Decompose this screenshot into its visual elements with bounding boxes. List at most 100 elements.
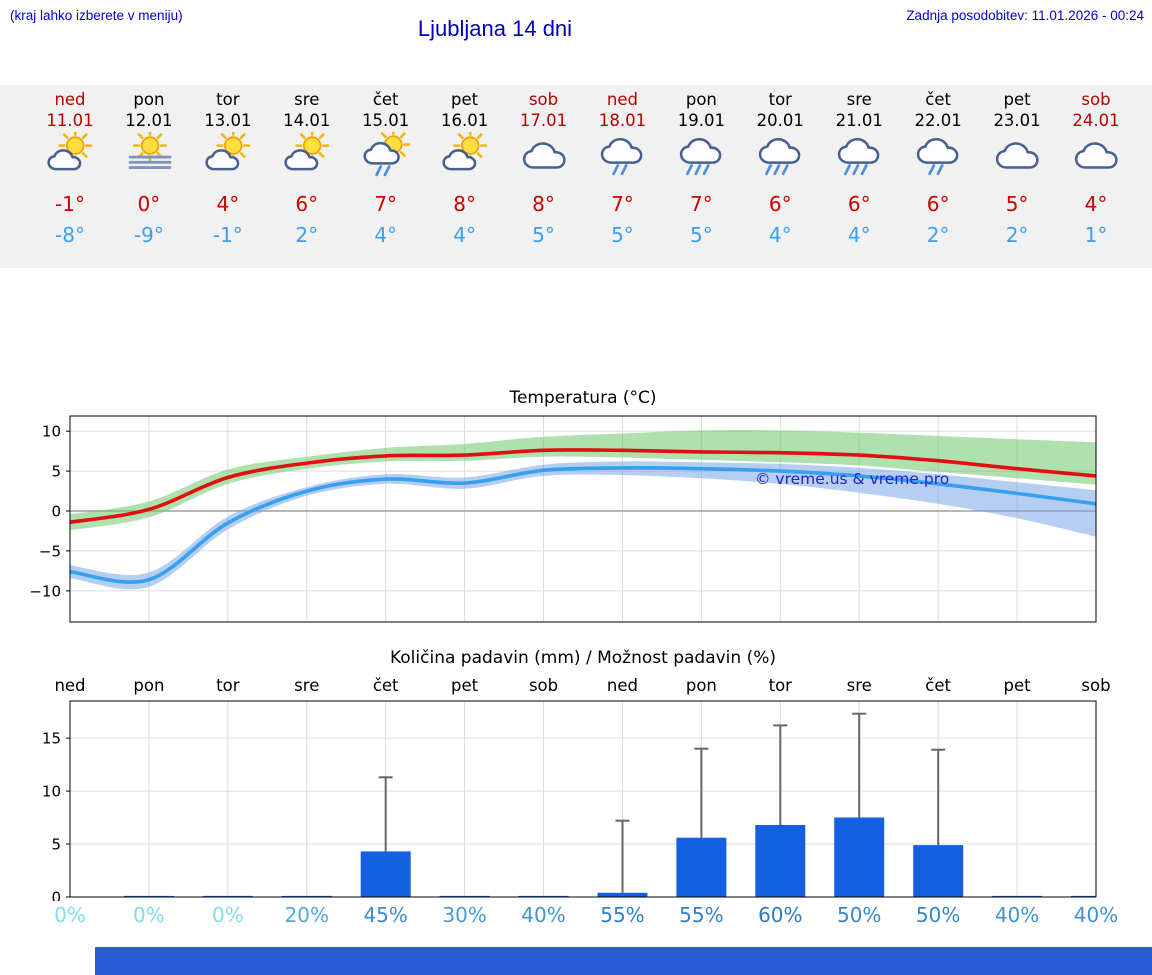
precip-probability: 55% — [600, 903, 645, 927]
svg-text:−5: −5 — [39, 542, 61, 560]
svg-text:0: 0 — [51, 503, 61, 521]
temp-min: 2° — [1005, 223, 1029, 247]
precip-probability: 40% — [994, 903, 1040, 927]
precip-probability: 0% — [54, 903, 86, 927]
precip-day-label: sob — [1081, 676, 1111, 695]
precip-probability: 55% — [679, 903, 724, 927]
precip-bar — [597, 892, 648, 897]
day-name: tor — [216, 90, 240, 109]
forecast-day-15.01: čet 15.01 7° 4° — [346, 85, 426, 268]
day-name: pon — [133, 90, 165, 109]
day-name: pet — [1003, 90, 1031, 109]
forecast-strip: ned 11.01 -1° -8° pon 12.01 0° -9° tor 13.01 4° -1°… — [0, 85, 1152, 268]
day-date: 20.01 — [756, 111, 804, 130]
day-name: ned — [54, 90, 86, 109]
precip-bar — [676, 837, 727, 897]
day-date: 21.01 — [835, 111, 883, 130]
temp-max: -1° — [55, 192, 85, 216]
temp-max: 6° — [295, 192, 319, 216]
last-update-label: Zadnja posodobitev: 11.01.2026 - 00:24 — [906, 8, 1144, 23]
temp-max: 4° — [1084, 192, 1108, 216]
sun-cloud-icon — [281, 128, 333, 178]
temp-min: 5° — [532, 223, 555, 247]
cloud-rain-icon — [833, 132, 885, 178]
precip-probability: 60% — [758, 903, 803, 927]
cloud-rain-icon — [754, 132, 806, 178]
temp-max: 8° — [532, 192, 555, 216]
day-date: 22.01 — [914, 111, 962, 130]
day-name: pet — [451, 90, 479, 109]
day-name: sre — [294, 90, 320, 109]
temp-max: 5° — [1005, 192, 1029, 216]
temp-max: 6° — [768, 192, 792, 216]
precip-bar — [439, 895, 490, 897]
sun-cloud-icon — [439, 128, 491, 178]
forecast-day-11.01: ned 11.01 -1° -8° — [30, 85, 110, 268]
cloud-icon — [991, 132, 1043, 178]
precip-bar — [1071, 895, 1096, 897]
day-date: 12.01 — [125, 111, 173, 130]
forecast-day-23.01: pet 23.01 5° 2° — [977, 85, 1057, 268]
temp-max: 7° — [374, 192, 398, 216]
precip-probability: 50% — [915, 903, 961, 927]
precip-day-label: tor — [216, 676, 240, 695]
temp-min: 2° — [926, 223, 950, 247]
temp-max: 6° — [847, 192, 871, 216]
precip-day-label: ned — [606, 676, 638, 695]
forecast-day-14.01: sre 14.01 6° 2° — [267, 85, 347, 268]
precip-probability: 20% — [284, 903, 329, 927]
temperature-chart: 10 5 0 −5 −10 © vreme.us & vreme.pro — [29, 415, 1097, 623]
temp-max: 7° — [611, 192, 634, 216]
precip-probability: 40% — [1073, 903, 1119, 927]
footer-bar — [95, 947, 1152, 975]
cloud-rain-light-icon — [912, 132, 964, 178]
precip-probability: 0% — [133, 903, 165, 927]
temp-min: 4° — [768, 223, 792, 247]
day-date: 23.01 — [993, 111, 1041, 130]
forecast-day-18.01: ned 18.01 7° 5° — [582, 85, 662, 268]
precip-bar — [992, 895, 1043, 897]
precip-bar — [123, 895, 174, 897]
temp-min: -8° — [55, 223, 85, 247]
temp-min: 4° — [847, 223, 871, 247]
precip-day-label: tor — [768, 676, 792, 695]
precip-probability: 0% — [211, 903, 244, 927]
temp-min: 1° — [1084, 223, 1108, 247]
menu-hint: (kraj lahko izberete v meniju) — [10, 8, 183, 23]
temp-min: 5° — [690, 223, 713, 247]
sun-cloud-icon — [202, 128, 254, 178]
temp-min: 4° — [453, 223, 476, 247]
cloud-icon — [1070, 132, 1122, 178]
day-name: čet — [372, 90, 399, 109]
temp-max: 6° — [926, 192, 950, 216]
forecast-day-12.01: pon 12.01 0° -9° — [109, 85, 189, 268]
day-date: 17.01 — [519, 111, 568, 130]
sun-fog-icon — [123, 128, 175, 178]
precip-day-label: sre — [294, 676, 320, 695]
day-date: 18.01 — [598, 111, 647, 130]
temp-max: 8° — [453, 192, 476, 216]
precip-day-label: pet — [451, 676, 479, 695]
page-title: Ljubljana 14 dni — [417, 16, 573, 41]
precip-bar — [834, 817, 885, 897]
precip-bar — [755, 825, 806, 897]
temperature-chart-title: Temperatura (°C) — [509, 388, 657, 408]
temp-min: 5° — [611, 223, 634, 247]
svg-text:5: 5 — [51, 463, 61, 481]
day-name: ned — [606, 90, 638, 109]
forecast-day-16.01: pet 16.01 8° 4° — [425, 85, 505, 268]
precip-bar — [360, 851, 411, 897]
day-date: 15.01 — [362, 111, 410, 130]
cloud-icon — [518, 132, 570, 178]
precip-day-label: ned — [54, 676, 86, 695]
day-name: pon — [685, 90, 717, 109]
temp-min: -1° — [212, 223, 243, 247]
temp-min: 2° — [295, 223, 319, 247]
temp-max: 0° — [137, 192, 161, 216]
precip-day-label: sob — [528, 676, 559, 695]
sun-cloud-rain-icon — [360, 127, 412, 178]
precip-probability: 50% — [836, 903, 882, 927]
day-date: 14.01 — [283, 111, 331, 130]
day-date: 24.01 — [1072, 111, 1120, 130]
day-date: 13.01 — [204, 111, 252, 130]
